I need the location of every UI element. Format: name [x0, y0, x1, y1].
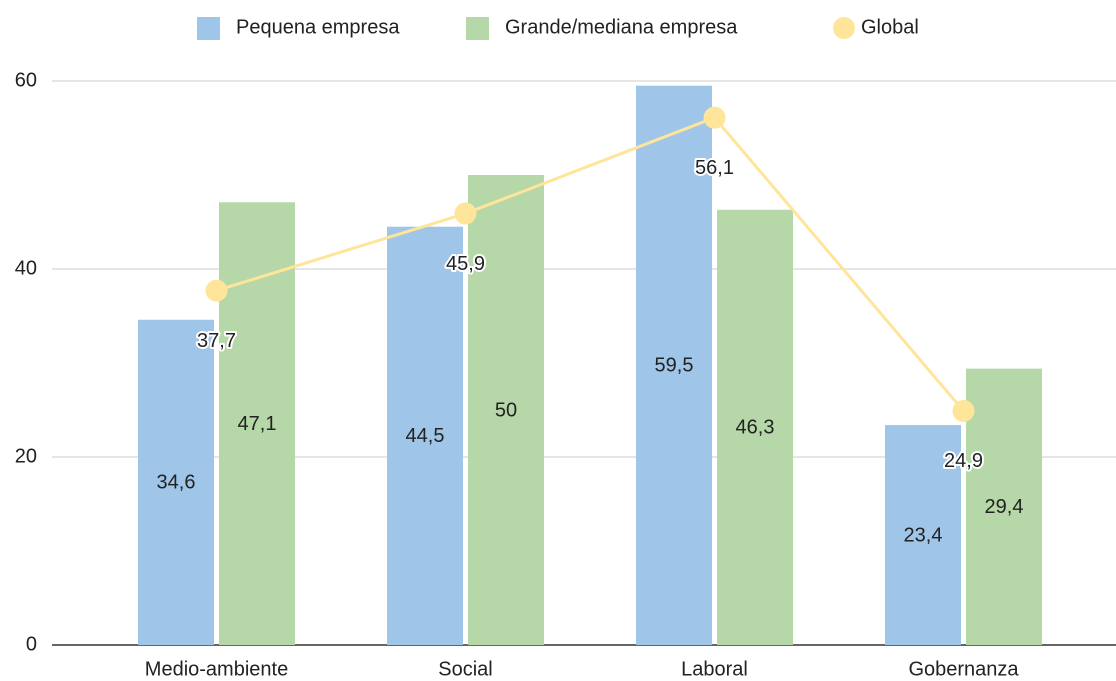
legend-label: Grande/mediana empresa — [505, 16, 738, 38]
line-point — [205, 279, 228, 302]
point-label: 45,9 — [446, 253, 485, 275]
y-tick-label: 60 — [15, 69, 37, 91]
point-label: 56,1 — [695, 157, 734, 179]
x-tick-label: Laboral — [681, 658, 748, 680]
x-tick-label: Medio-ambiente — [145, 658, 288, 680]
x-tick-label: Gobernanza — [908, 658, 1019, 680]
bar — [219, 202, 295, 645]
bar-label: 44,5 — [406, 425, 445, 447]
y-tick-label: 40 — [15, 257, 37, 279]
line-point — [952, 399, 975, 422]
bar — [717, 209, 793, 645]
legend-label: Global — [861, 16, 919, 38]
bar — [468, 175, 544, 645]
bar — [636, 85, 712, 645]
legend-swatch — [197, 17, 220, 40]
bar-label: 59,5 — [655, 355, 694, 377]
line-point — [703, 106, 726, 129]
y-tick-label: 0 — [26, 633, 37, 655]
point-label: 24,9 — [944, 450, 983, 472]
legend-swatch — [466, 17, 489, 40]
bar-label: 34,6 — [157, 472, 196, 494]
bar-label: 50 — [495, 399, 517, 421]
bar — [387, 226, 463, 645]
bar — [966, 368, 1042, 645]
bar-label: 47,1 — [238, 413, 277, 435]
y-tick-label: 20 — [15, 445, 37, 467]
legend-swatch — [833, 17, 855, 39]
bar — [885, 425, 961, 645]
bar — [138, 319, 214, 645]
bar-label: 29,4 — [985, 496, 1024, 518]
line-point — [454, 202, 477, 225]
bar-label: 46,3 — [736, 417, 775, 439]
line — [216, 115, 965, 412]
x-tick-label: Social — [438, 658, 492, 680]
point-label: 37,7 — [197, 330, 236, 352]
legend-label: Pequena empresa — [236, 16, 400, 38]
bar-label: 23,4 — [904, 524, 943, 546]
